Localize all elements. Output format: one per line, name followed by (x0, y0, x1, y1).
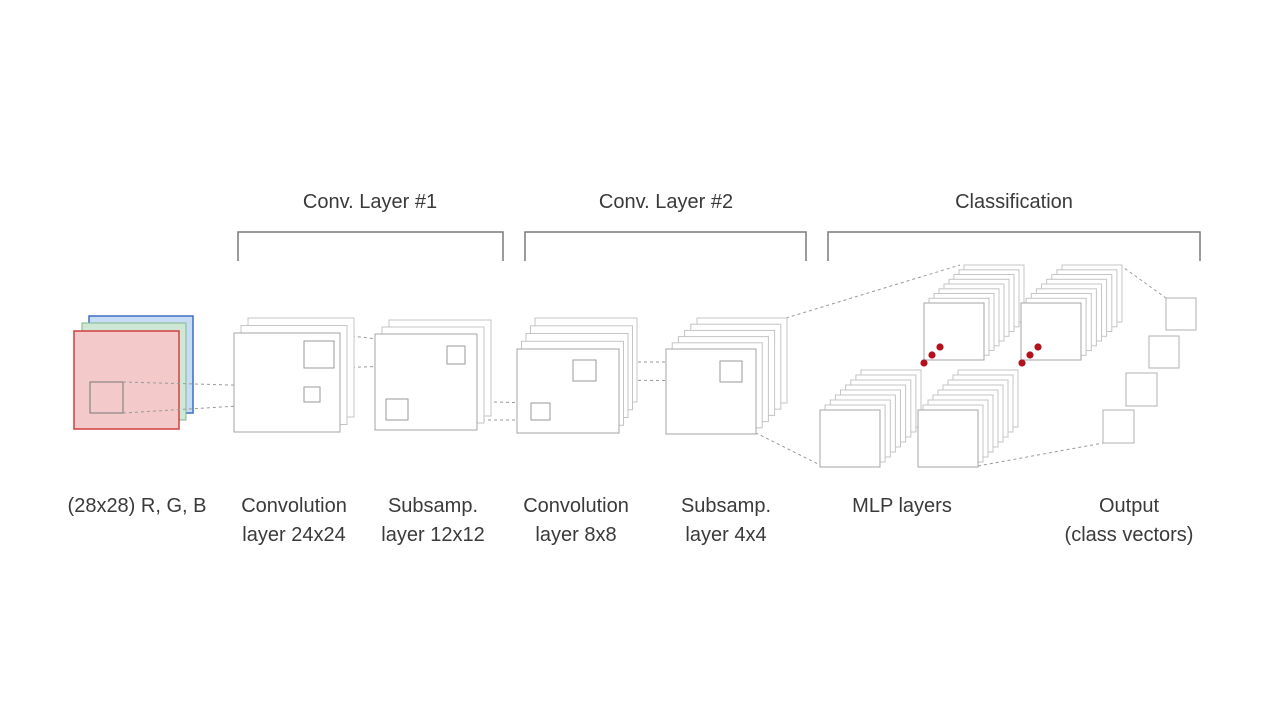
conv2-rf-a (572, 359, 597, 382)
mlp-stack-top-right (1020, 264, 1123, 361)
mlp-stack-top-left-map (923, 302, 985, 361)
label-sub2-line-2: layer 4x4 (685, 524, 767, 546)
label-conv2: Convolution layer 8x8 (523, 492, 629, 550)
label-conv1-line-1: Convolution (241, 495, 347, 517)
label-sub1: Subsamp. layer 12x12 (381, 492, 484, 550)
conv1-rf-a (303, 340, 335, 369)
ellipsis-dot (1018, 359, 1026, 367)
sub1-rf-b (385, 398, 409, 421)
conv1-feature-maps (233, 317, 355, 433)
output-vector-2 (1148, 335, 1180, 369)
label-sub1-line-1: Subsamp. (387, 495, 479, 517)
layer-stacks (233, 264, 1123, 468)
label-input: (28x28) R, G, B (68, 492, 207, 521)
sub2-rf (719, 360, 743, 383)
output-vector-3 (1125, 372, 1158, 407)
conv2-rf-b (530, 402, 551, 421)
label-conv1-line-2: layer 24x24 (242, 524, 346, 546)
label-sub2-line-1: Subsamp. (680, 495, 772, 517)
bracket-conv-layer-2 (524, 231, 807, 261)
conv2-feature-maps (516, 317, 638, 434)
ellipsis-dot (1026, 351, 1034, 359)
section-title-conv-layer-2: Conv. Layer #2 (598, 191, 734, 213)
label-conv1: Convolution layer 24x24 (241, 492, 347, 550)
bracket-classification (827, 231, 1201, 261)
mlp-stack-top-right-map (1020, 302, 1082, 361)
input-receptive-field (89, 381, 124, 414)
section-title-classification: Classification (955, 191, 1073, 213)
label-output-line-1: Output (1098, 495, 1160, 517)
mlp-stack-bottom-left-map (819, 409, 881, 468)
label-mlp-line-1: MLP layers (852, 495, 952, 517)
label-conv2-line-2: layer 8x8 (535, 524, 617, 546)
mlp-stack-bottom-right-map (917, 409, 979, 468)
conv1-rf-b (303, 386, 321, 403)
label-output: Output (class vectors) (1065, 492, 1194, 550)
mlp-stack-bottom-left (819, 369, 922, 468)
sub1-rf-a (446, 345, 466, 365)
ellipsis-dot (928, 351, 936, 359)
receptive-fields (303, 340, 743, 421)
input-image-channels (73, 315, 194, 430)
label-sub2: Subsamp. layer 4x4 (681, 492, 771, 550)
output-vector-4 (1102, 409, 1135, 444)
ellipsis-dot (920, 359, 928, 367)
label-input-line-1: (28x28) R, G, B (67, 495, 207, 517)
label-mlp: MLP layers (852, 492, 952, 521)
output-vector-1 (1165, 297, 1197, 331)
sub1-feature-maps (374, 319, 492, 431)
label-conv2-line-1: Convolution (523, 495, 629, 517)
ellipsis-dot (936, 343, 944, 351)
section-title-conv-layer-1: Conv. Layer #1 (302, 191, 438, 213)
ellipsis-dot (1034, 343, 1042, 351)
label-output-line-2: (class vectors) (1064, 524, 1194, 546)
section-brackets (237, 231, 1201, 261)
conv1-feature-maps-map (233, 332, 341, 433)
output-class-vectors (1102, 297, 1197, 444)
mlp-ellipsis-dots (920, 343, 1042, 367)
red-channel (73, 330, 180, 430)
bracket-conv-layer-1 (237, 231, 504, 261)
mlp-stack-bottom-right (917, 369, 1019, 468)
label-sub1-line-2: layer 12x12 (381, 524, 485, 546)
